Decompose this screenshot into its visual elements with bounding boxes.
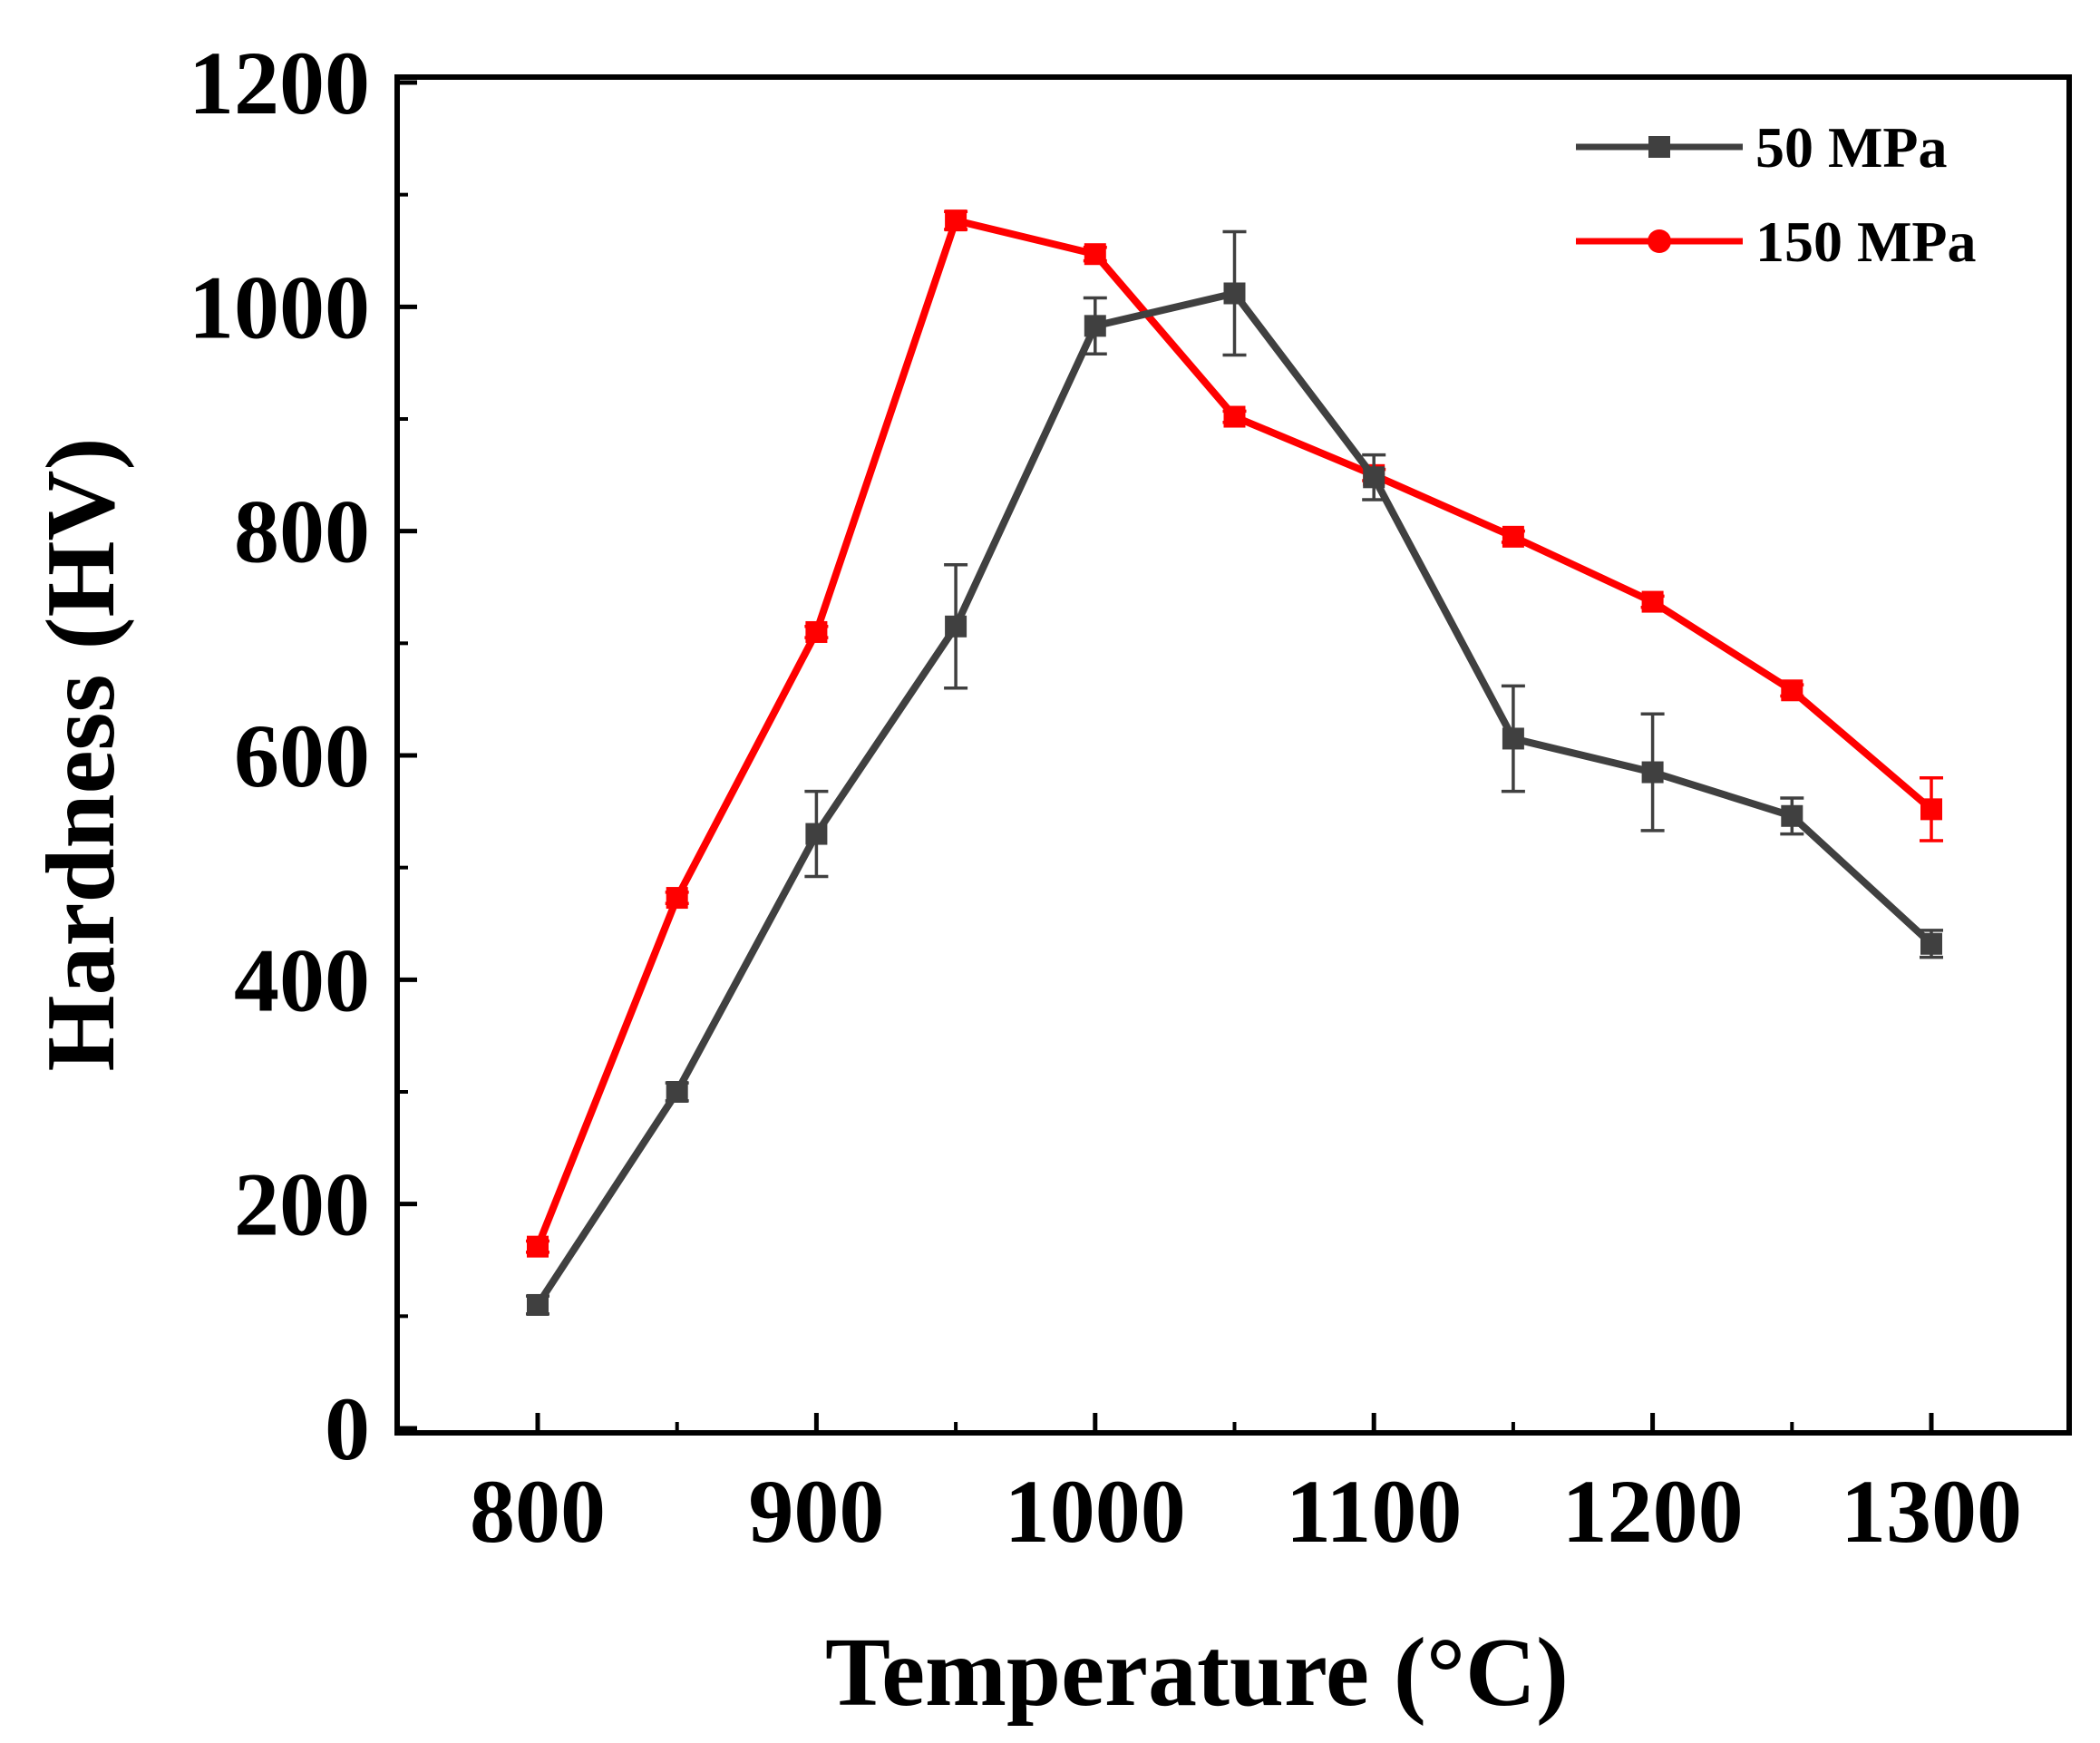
data-point	[1502, 727, 1524, 750]
data-point	[1502, 525, 1524, 548]
series-50-mpa	[526, 229, 1943, 1316]
data-point	[1641, 761, 1664, 784]
data-point	[666, 887, 688, 910]
data-point	[666, 1081, 688, 1103]
data-point	[805, 823, 828, 845]
data-point	[527, 1235, 549, 1258]
legend: 50 MPa 150 MPa	[1576, 115, 1977, 274]
data-point	[1920, 932, 1942, 955]
x-axis-title: Temperature (°C)	[825, 1619, 1569, 1727]
y-tick-label: 0	[325, 1378, 370, 1479]
data-series	[526, 209, 1943, 1316]
data-point	[1363, 466, 1385, 489]
y-tick-label: 800	[234, 482, 370, 582]
data-point	[1781, 804, 1803, 827]
data-point	[1223, 282, 1246, 305]
y-tick-label: 400	[234, 930, 370, 1030]
data-point	[1223, 405, 1246, 428]
data-point	[945, 615, 967, 638]
y-axis-title: Hardness (HV)	[27, 438, 135, 1072]
x-tick-label: 900	[748, 1461, 884, 1562]
series-line-50-mpa	[534, 289, 1934, 1308]
legend-label: 50 MPa	[1755, 115, 1948, 180]
y-tick-label: 200	[234, 1154, 370, 1255]
series-line-150-mpa	[534, 217, 1934, 1249]
x-tick-label: 1300	[1841, 1461, 2022, 1562]
data-point	[1084, 243, 1106, 266]
data-point	[945, 209, 967, 232]
legend-label: 150 MPa	[1755, 209, 1977, 274]
x-tick-label: 1200	[1562, 1461, 1744, 1562]
data-point	[1920, 798, 1942, 821]
x-tick-label: 1100	[1286, 1461, 1462, 1562]
data-point	[1084, 315, 1106, 337]
legend-marker	[1648, 229, 1671, 253]
data-point	[1641, 590, 1664, 613]
x-tick-label: 1000	[1005, 1461, 1186, 1562]
legend-marker	[1648, 136, 1670, 158]
data-point	[527, 1293, 549, 1316]
data-point	[805, 620, 828, 643]
axis-ticks: 800 900 1000 1100 1200 1300 0 200 400 600 800 1000 1…	[189, 33, 2022, 1562]
y-tick-label: 1000	[189, 257, 370, 357]
data-point	[1781, 679, 1803, 702]
x-tick-label: 800	[470, 1461, 606, 1562]
y-tick-label: 1200	[189, 33, 370, 133]
series-150-mpa	[526, 209, 1943, 1258]
y-tick-label: 600	[234, 706, 370, 806]
